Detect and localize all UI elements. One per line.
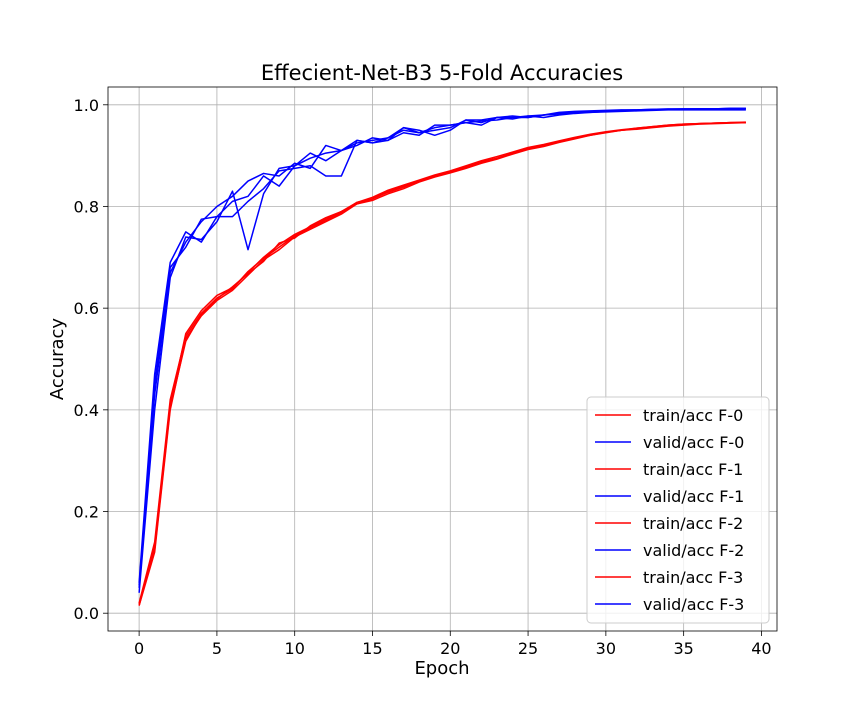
x-tick-label: 30 [596,639,616,658]
legend: train/acc F-0 valid/acc F-0 train/acc F-1 v… [586,396,770,624]
x-tick-label: 15 [362,639,382,658]
legend-label: train/acc F-3 [643,568,743,587]
y-axis-label: Accuracy [47,318,68,401]
y-tick-label: 1.0 [74,96,99,115]
legend-label: valid/acc F-3 [643,595,744,614]
legend-label: valid/acc F-2 [643,541,744,560]
legend-label: valid/acc F-1 [643,487,744,506]
x-tick-label: 25 [518,639,538,658]
x-tick-label: 5 [212,639,222,658]
x-tick-label: 35 [673,639,693,658]
x-tick-label: 10 [285,639,305,658]
y-tick-label: 0.0 [74,604,99,623]
x-axis-label: Epoch [414,658,469,679]
legend-label: train/acc F-1 [643,460,743,479]
legend-label: train/acc F-2 [643,514,743,533]
y-tick-label: 0.6 [74,299,99,318]
chart-title: Effecient-Net-B3 5-Fold Accuracies [261,61,623,85]
x-tick-label: 20 [440,639,460,658]
y-tick-label: 0.2 [74,503,99,522]
series-line-train-acc-f-3 [138,121,746,605]
x-tick-label: 0 [134,639,144,658]
legend-label: train/acc F-0 [643,406,743,425]
y-tick-label: 0.8 [74,197,99,216]
legend-box [586,396,770,624]
plot-frame [107,86,778,632]
legend-label: valid/acc F-0 [643,433,744,452]
y-tick-label: 0.4 [74,401,99,420]
x-tick-label: 40 [751,639,771,658]
series-line-valid-acc-f-3 [138,107,746,586]
